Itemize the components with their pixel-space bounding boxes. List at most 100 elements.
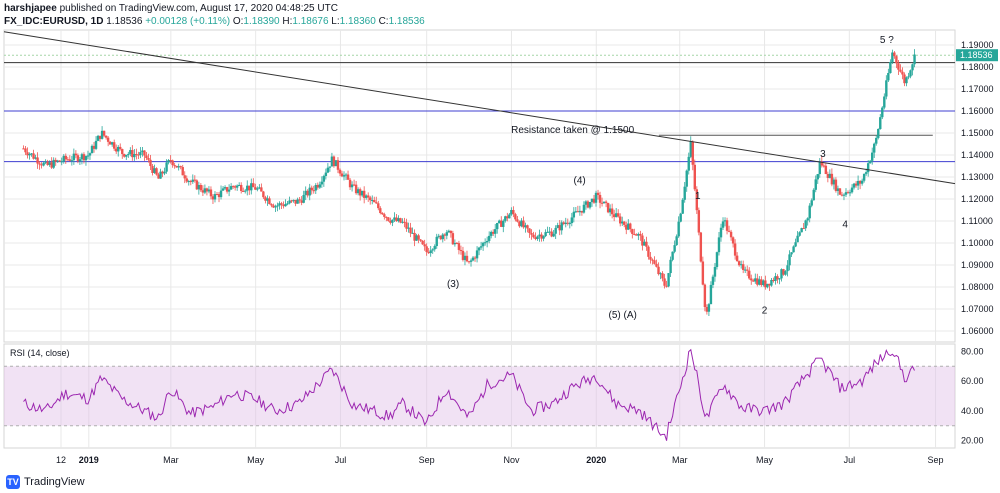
candle-body	[616, 213, 620, 217]
candle-body	[548, 231, 551, 233]
candle-body	[191, 179, 195, 182]
candle-body	[879, 117, 882, 129]
candle-body	[405, 222, 408, 229]
candle-body	[536, 236, 539, 240]
rsi-tick-label: 60.00	[961, 376, 984, 386]
candle-body	[895, 56, 898, 64]
candle-body	[32, 153, 35, 159]
candle-body	[818, 161, 821, 175]
candle-body	[822, 165, 826, 167]
candle-body	[320, 181, 324, 185]
annotations: 5 ? Resistance taken @ 1.1500 3 (4) 1 4 (3) (5)…	[447, 35, 894, 321]
candle-body	[556, 225, 559, 228]
candle-body	[175, 165, 178, 168]
annotation-label: 1	[695, 191, 701, 202]
candle-body	[873, 143, 876, 153]
candle-body	[604, 201, 608, 203]
candle-body	[395, 217, 398, 222]
candle-body	[641, 235, 644, 246]
candle-body	[677, 221, 680, 237]
candle-body	[254, 187, 257, 190]
candle-body	[623, 221, 626, 225]
candle-body	[298, 199, 301, 201]
candle-body	[709, 284, 713, 305]
candle-body	[193, 179, 197, 181]
candle-body	[425, 246, 428, 253]
candle-body	[181, 167, 184, 176]
candle-body	[102, 130, 106, 136]
candle-body	[834, 179, 838, 191]
candle-body	[516, 219, 519, 222]
last-price: 1.18536	[106, 16, 143, 27]
candle-body	[187, 181, 190, 183]
candle-body	[195, 180, 199, 190]
candle-body	[239, 184, 243, 191]
candle-body	[840, 194, 844, 196]
candle-body	[369, 197, 372, 201]
candle-body	[530, 233, 533, 235]
candle-body	[373, 200, 376, 203]
candle-body	[159, 171, 162, 179]
candle-body	[600, 202, 604, 204]
candle-body	[877, 128, 880, 138]
candle-body	[256, 188, 259, 190]
candle-body	[379, 208, 382, 214]
candle-body	[104, 135, 108, 138]
tradingview-logo-icon[interactable]: TV	[6, 475, 20, 489]
annotation-label: (3)	[447, 279, 459, 290]
candle-body	[183, 175, 186, 179]
candle-body	[483, 242, 487, 244]
candle-body	[30, 153, 33, 155]
candle-body	[48, 162, 51, 165]
candle-body	[715, 252, 719, 267]
candle-body	[606, 202, 610, 213]
candle-body	[703, 284, 707, 308]
candle-body	[846, 192, 850, 194]
candle-body	[88, 153, 92, 156]
candle-body	[439, 235, 442, 240]
candle-body	[171, 160, 174, 166]
candle-body	[858, 180, 862, 184]
candle-body	[512, 209, 515, 215]
candle-body	[786, 265, 789, 272]
candle-body	[844, 192, 848, 195]
candle-body	[332, 156, 336, 167]
annotation-label: 2	[762, 305, 768, 316]
candle-body	[469, 260, 473, 262]
candle-body	[562, 222, 565, 225]
candle-body	[346, 174, 350, 180]
rsi-line	[23, 348, 915, 441]
candle-body	[782, 269, 785, 275]
candle-body	[687, 156, 690, 171]
x-tick-label: 12	[56, 455, 66, 465]
candle-body	[399, 218, 402, 223]
candle-body	[828, 173, 832, 178]
candle-body	[169, 160, 172, 162]
candle-body	[479, 246, 483, 248]
candle-body	[610, 208, 614, 215]
candle-body	[72, 153, 76, 161]
candle-body	[125, 154, 128, 157]
x-tick-label: May	[756, 455, 774, 465]
candle-body	[244, 190, 247, 192]
candle-body	[356, 189, 360, 194]
candle-body	[276, 205, 279, 207]
candle-body	[338, 169, 342, 174]
candle-body	[578, 210, 582, 213]
candle-body	[286, 203, 289, 205]
candle-body	[766, 283, 769, 288]
y-tick-label: 1.14000	[961, 150, 994, 160]
candle-body	[189, 181, 192, 183]
candle-body	[780, 269, 783, 279]
candle-body	[165, 162, 168, 172]
candle-body	[467, 261, 471, 263]
candle-body	[798, 232, 801, 236]
candle-body	[364, 195, 368, 198]
candle-body	[371, 200, 374, 202]
candle-body	[629, 223, 632, 230]
author-name[interactable]: harshjapee	[4, 3, 57, 14]
x-tick-label: Sep	[928, 455, 944, 465]
candle-body	[673, 245, 676, 252]
candle-body	[832, 179, 836, 185]
